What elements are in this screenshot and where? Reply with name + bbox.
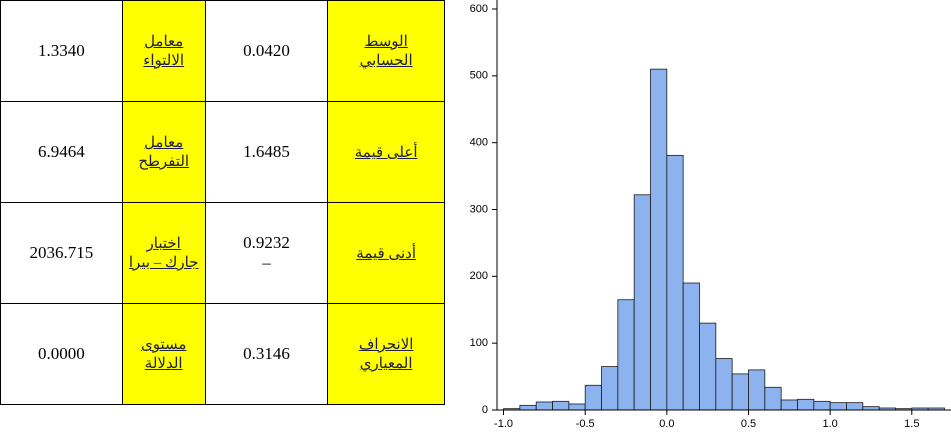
table-row: الانحراف المعياري 0.3146 مستوى الدلالة 0.00… bbox=[0, 303, 445, 405]
table-row: أعلى قيمة 1.6485 معامل التفرطح 6.9464 bbox=[0, 101, 445, 203]
y-tick-label: 0 bbox=[482, 404, 488, 416]
x-tick-label: 0.5 bbox=[741, 418, 756, 430]
stat-label: أعلى قيمة bbox=[327, 101, 445, 203]
x-tick-label: -0.5 bbox=[576, 418, 595, 430]
y-tick-label: 200 bbox=[470, 270, 488, 282]
bar bbox=[568, 403, 586, 411]
stat-value: 1.3340 bbox=[0, 0, 123, 102]
x-tick-label: 0.0 bbox=[659, 418, 674, 430]
bar bbox=[552, 400, 570, 411]
bar bbox=[813, 400, 831, 411]
bar bbox=[797, 398, 815, 411]
x-tick-label: 1.0 bbox=[823, 418, 838, 430]
bar bbox=[699, 322, 717, 411]
table-row: الوسط الحسابي 0.0420 معامل الالتواء 1.3340 bbox=[0, 0, 445, 102]
bar bbox=[862, 406, 880, 411]
table-body: الوسط الحسابي 0.0420 معامل الالتواء 1.3340 أ… bbox=[0, 0, 445, 405]
y-tick-label: 600 bbox=[470, 3, 488, 15]
stat-value: 0.3146 bbox=[204, 303, 329, 405]
x-tick-label: 1.5 bbox=[904, 418, 919, 430]
bar bbox=[584, 384, 602, 411]
bar bbox=[617, 299, 635, 411]
bar bbox=[780, 399, 798, 411]
y-tick-label: 400 bbox=[470, 137, 488, 149]
x-tick-label: -1.0 bbox=[494, 418, 513, 430]
stat-label: أدنى قيمة bbox=[327, 202, 445, 304]
bar bbox=[731, 373, 749, 411]
bar bbox=[829, 402, 847, 411]
stat-label: معامل الالتواء bbox=[121, 0, 206, 102]
bar bbox=[846, 402, 864, 411]
stat-value: 6.9464 bbox=[0, 101, 123, 203]
y-tick-label: 500 bbox=[470, 70, 488, 82]
stat-label: الانحراف المعياري bbox=[327, 303, 445, 405]
stats-table: الوسط الحسابي 0.0420 معامل الالتواء 1.3340 أ… bbox=[0, 0, 445, 405]
stat-label: مستوى الدلالة bbox=[121, 303, 206, 405]
stat-value: 0.0000 bbox=[0, 303, 123, 405]
stat-value: 0.9232 – bbox=[204, 202, 329, 304]
bar bbox=[682, 282, 700, 411]
stat-value: 0.0420 bbox=[204, 0, 329, 102]
stat-label: معامل التفرطح bbox=[121, 101, 206, 203]
bar bbox=[650, 68, 668, 411]
bar bbox=[633, 194, 651, 411]
bar bbox=[748, 369, 766, 411]
y-tick-label: 300 bbox=[470, 203, 488, 215]
table-row: أدنى قيمة 0.9232 – اختبار جارك – بيرا 2036.… bbox=[0, 202, 445, 304]
bar bbox=[519, 404, 537, 411]
bar bbox=[666, 154, 684, 411]
stat-value: 2036.715 bbox=[0, 202, 123, 304]
y-tick-label: 100 bbox=[470, 337, 488, 349]
bar bbox=[764, 386, 782, 411]
stat-label: الوسط الحسابي bbox=[327, 0, 445, 102]
bar bbox=[715, 358, 733, 411]
stat-label: اختبار جارك – بيرا bbox=[121, 202, 206, 304]
bar bbox=[601, 366, 619, 411]
bar bbox=[535, 401, 553, 411]
